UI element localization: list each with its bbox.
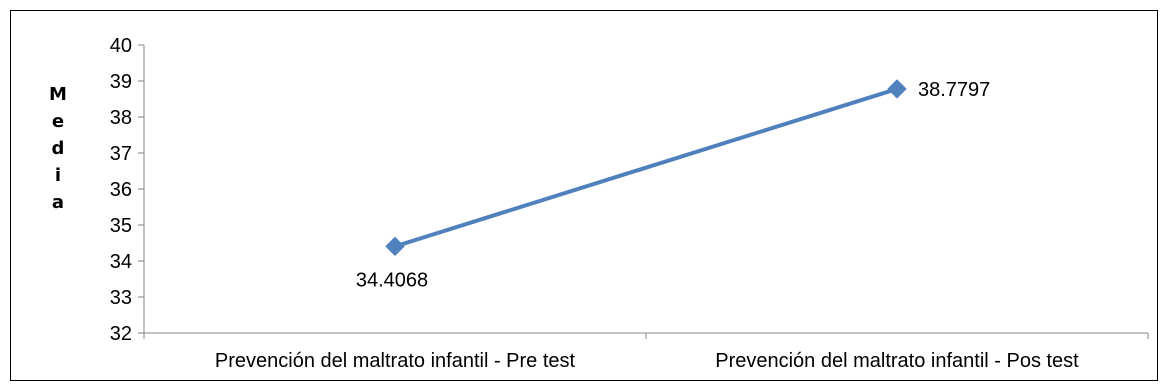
y-tick-label: 38 xyxy=(110,107,132,129)
y-axis: 32 33 34 35 36 37 38 39 40 xyxy=(110,35,145,345)
y-axis-label-letter: d xyxy=(52,138,65,159)
data-labels: 34.4068 38.7797 xyxy=(356,79,990,291)
y-axis-label-letter: e xyxy=(52,111,64,132)
series-line-group xyxy=(385,79,907,257)
y-axis-label-letter: i xyxy=(55,165,61,186)
data-point-marker xyxy=(385,236,405,257)
y-tick-label: 33 xyxy=(110,287,132,309)
y-tick-label: 39 xyxy=(110,71,132,93)
y-tick-label: 37 xyxy=(110,143,132,165)
y-axis-label-letter: M xyxy=(49,84,67,105)
data-point-marker xyxy=(887,79,907,99)
x-category-label: Prevención del maltrato infantil - Pos t… xyxy=(715,350,1079,372)
x-axis: Prevención del maltrato infantil - Pre t… xyxy=(143,332,1149,372)
y-tick-label: 36 xyxy=(110,179,132,201)
y-tick-label: 40 xyxy=(110,35,132,57)
y-axis-label-letter: a xyxy=(52,192,64,213)
y-tick-label: 35 xyxy=(110,215,132,237)
series-line xyxy=(393,86,899,249)
data-label: 38.7797 xyxy=(918,79,990,101)
data-label: 34.4068 xyxy=(356,269,428,291)
x-category-label: Prevención del maltrato infantil - Pre t… xyxy=(215,350,576,372)
y-tick-label: 32 xyxy=(110,323,132,345)
y-tick-label: 34 xyxy=(110,251,132,273)
